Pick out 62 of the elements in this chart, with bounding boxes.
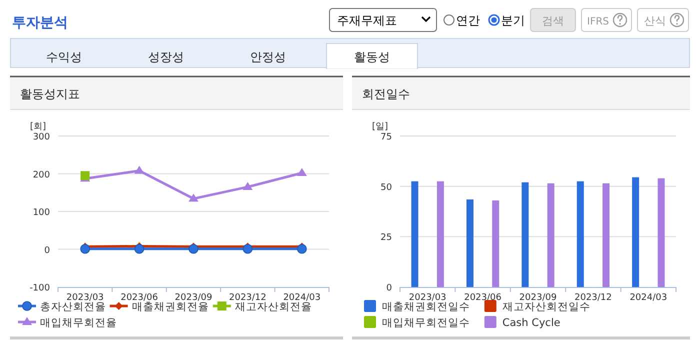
legend-label: 매출채권회전일수	[382, 301, 470, 313]
text: 안정성	[250, 50, 286, 64]
point	[80, 171, 90, 180]
point	[188, 244, 198, 254]
legend-label: 매입채무회전일수	[382, 317, 470, 329]
x-tick-label: 2024/03	[283, 293, 321, 303]
legend-label: Cash Cycle	[502, 317, 560, 329]
legend-label: 총자산회전율	[40, 301, 106, 313]
legend-label: 재고자산회전일수	[502, 301, 590, 313]
text: 연간	[456, 14, 480, 28]
text: 성장성	[148, 50, 184, 64]
x-tick-label: 2023/03	[66, 293, 104, 303]
legend-label: 매출채권회전율	[132, 301, 209, 313]
bar	[411, 181, 418, 287]
text: IFRS	[587, 16, 609, 28]
y-tick-label: 0	[386, 284, 392, 294]
bar	[492, 200, 500, 287]
point	[134, 244, 144, 254]
chart-title: 회전일수	[362, 87, 410, 101]
y-axis-title: [회]	[30, 122, 46, 132]
bar	[466, 199, 474, 287]
point	[80, 244, 90, 254]
bar	[658, 178, 665, 287]
point	[297, 244, 307, 254]
x-tick-label: 2023/12	[574, 293, 612, 303]
y-tick-label: 75	[380, 132, 392, 142]
bar	[632, 177, 640, 287]
point	[296, 168, 307, 176]
text: 투자분석	[12, 15, 68, 31]
y-tick-label: 50	[380, 182, 392, 193]
bar	[576, 181, 584, 287]
point	[242, 244, 253, 254]
bar	[602, 183, 610, 287]
y-tick-label: 100	[32, 208, 50, 218]
x-tick-label: 2023/03	[408, 293, 446, 303]
bar	[547, 183, 554, 287]
bar	[522, 182, 529, 287]
point	[242, 182, 253, 190]
text: 분기	[501, 14, 525, 28]
y-tick-label: -100	[30, 284, 50, 294]
y-tick-label: 300	[32, 132, 50, 142]
legend-label: 매입채무회전율	[40, 317, 117, 329]
text: 수익성	[46, 50, 82, 64]
legend-label: 재고자산회전율	[234, 301, 312, 313]
y-tick-label: 25	[380, 233, 392, 244]
bar	[436, 181, 444, 287]
x-tick-label: 2023/06	[120, 293, 158, 303]
text: 검색	[542, 14, 564, 28]
y-tick-label: 200	[32, 170, 50, 180]
point	[134, 166, 144, 174]
x-tick-label: 2023/09	[174, 293, 212, 303]
point	[188, 194, 198, 202]
x-tick-label: 2023/06	[464, 293, 502, 303]
text: 주재무제표	[337, 14, 397, 28]
text: 활동성	[354, 50, 390, 64]
text: 산식	[644, 14, 666, 28]
x-tick-label: 2024/03	[630, 293, 668, 303]
x-tick-label: 2023/12	[229, 293, 266, 303]
y-axis-title: [일]	[372, 122, 388, 132]
chart-title: 활동성지표	[20, 87, 80, 101]
y-tick-label: 0	[44, 246, 50, 256]
x-tick-label: 2023/09	[519, 293, 557, 303]
